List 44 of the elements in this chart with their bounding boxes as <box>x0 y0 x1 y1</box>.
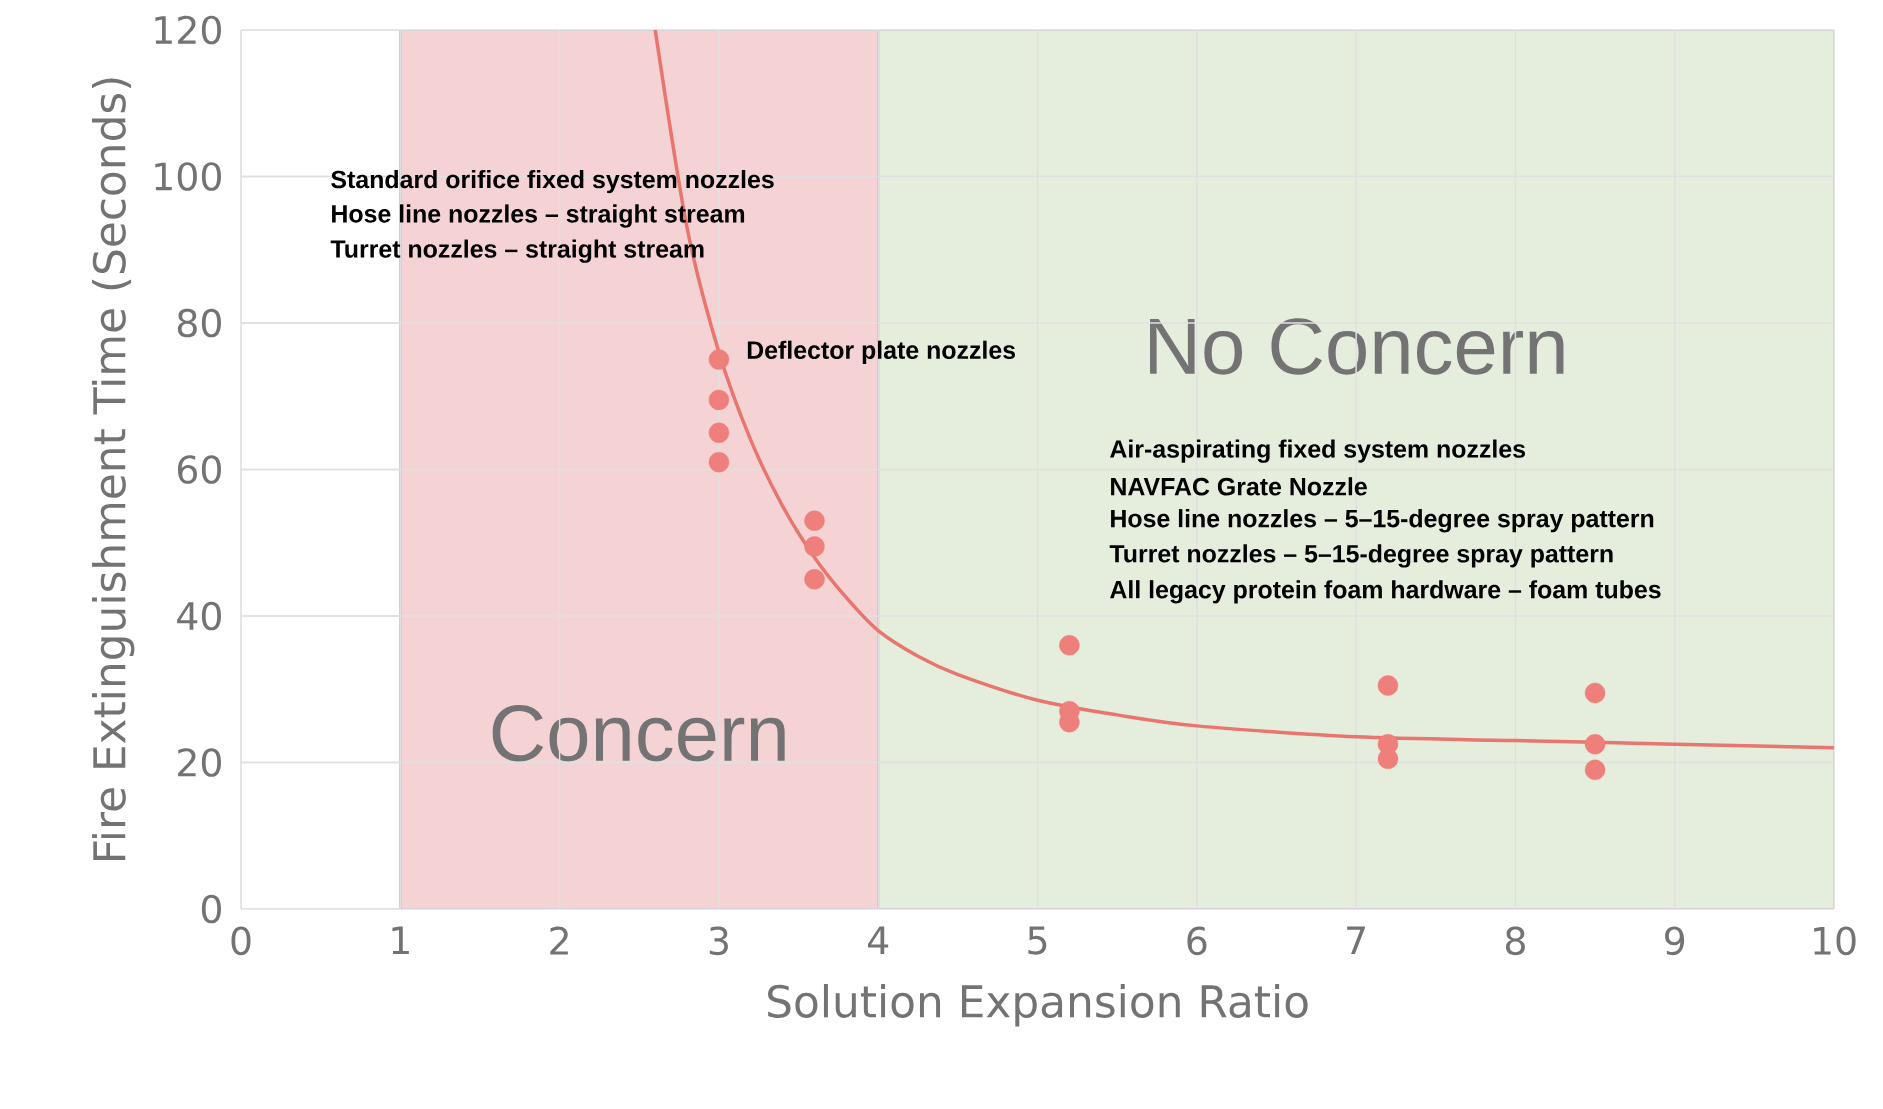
x-tick-label: 9 <box>1665 926 1685 956</box>
annotation: Air-aspirating fixed system nozzles <box>1110 439 1525 463</box>
y-tick-label: 20 <box>178 748 221 777</box>
x-tick-label: 4 <box>868 926 889 955</box>
y-axis-title: Fire Extinguishment Time (Seconds) <box>91 78 135 860</box>
annotation: NAVFAC Grate Nozzle <box>1111 477 1367 496</box>
y-tick-label: 80 <box>177 308 221 338</box>
point <box>1584 682 1606 704</box>
x-tick-label: 5 <box>1028 926 1047 955</box>
x-tick-label: 2 <box>550 926 568 955</box>
y-tick-label: 40 <box>177 601 221 631</box>
band-label: Concern <box>492 704 785 762</box>
annotation: Deflector plate nozzles <box>747 340 1016 364</box>
y-tick-label: 0 <box>201 894 221 924</box>
point <box>708 451 730 473</box>
band-label: No Concern <box>1150 318 1564 375</box>
point <box>1584 759 1606 781</box>
annotation: Turret nozzles – 5–15-degree spray pattern <box>1109 544 1613 568</box>
y-tick-label: 120 <box>155 15 221 45</box>
point <box>804 510 825 531</box>
point <box>708 349 730 370</box>
annotation: Hose line nozzles – straight stream <box>332 204 745 228</box>
x-tick-label: 0 <box>231 926 251 956</box>
annotation: Hose line nozzles – 5–15-degree spray pattern <box>1111 509 1654 533</box>
point <box>804 569 825 590</box>
point <box>708 422 730 444</box>
point <box>1584 733 1606 755</box>
point <box>1377 748 1399 770</box>
x-tick-label: 7 <box>1347 926 1365 955</box>
point <box>1377 675 1399 696</box>
point <box>804 536 825 557</box>
x-tick-label: 8 <box>1505 926 1525 956</box>
x-tick-label: 10 <box>1814 926 1856 956</box>
x-tick-label: 6 <box>1187 926 1207 956</box>
y-tick-label: 100 <box>155 162 221 191</box>
y-tick-label: 60 <box>177 455 221 484</box>
point <box>1059 635 1080 656</box>
x-tick-label: 3 <box>709 926 728 956</box>
x-axis-title: Solution Expansion Ratio <box>768 984 1308 1027</box>
point <box>708 389 730 411</box>
annotation: Turret nozzles – straight stream <box>330 239 704 263</box>
annotation: All legacy protein foam hardware – foam tubes <box>1110 580 1661 604</box>
x-tick-label: 1 <box>392 926 409 955</box>
annotation: Standard orifice fixed system nozzles <box>331 170 774 194</box>
